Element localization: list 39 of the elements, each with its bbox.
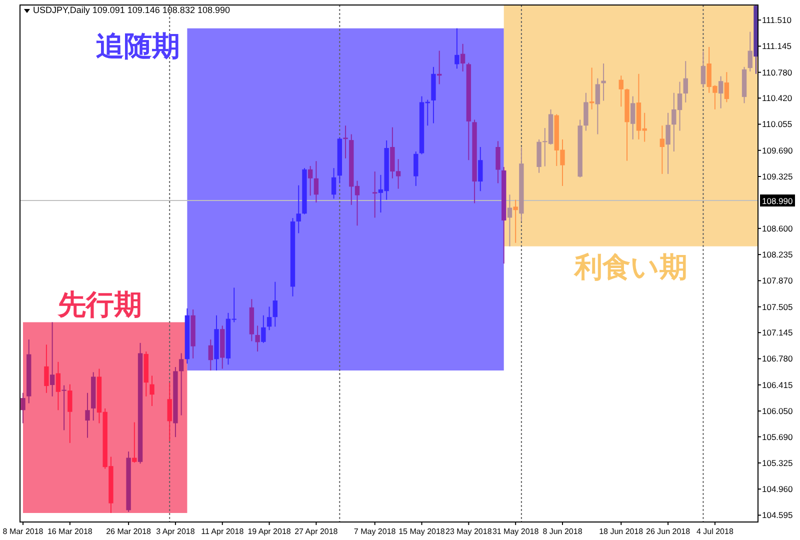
- y-tick-label: 108.235: [762, 250, 793, 260]
- ref-line-label: 108.990: [762, 196, 793, 206]
- y-tick-label: 109.690: [762, 145, 793, 156]
- x-tick-label: 26 Jun 2018: [646, 527, 691, 536]
- y-tick-label: 105.325: [762, 458, 793, 468]
- x-tick-label: 16 Mar 2018: [47, 527, 93, 536]
- x-tick-label: 18 Jun 2018: [599, 527, 644, 536]
- y-tick-label: 106.050: [762, 406, 793, 416]
- y-tick-label: 108.600: [762, 223, 793, 234]
- x-tick-label: 27 Apr 2018: [294, 527, 338, 536]
- x-tick-label: 23 May 2018: [446, 527, 492, 536]
- y-tick-label: 107.870: [762, 276, 793, 286]
- y-tick-label: 106.415: [762, 380, 793, 390]
- y-tick-label: 106.780: [762, 354, 793, 364]
- y-tick-label: 110.780: [762, 67, 792, 78]
- x-tick-label: 7 May 2018: [354, 527, 396, 536]
- y-tick-label: 111.145: [762, 41, 792, 52]
- band-label: 先行期: [57, 288, 142, 322]
- band-label: 利食い期: [573, 250, 688, 284]
- x-tick-label: 3 Apr 2018: [156, 527, 196, 536]
- chart-title: USDJPY,Daily 109.091 109.146 108.832 108.990: [33, 5, 230, 15]
- y-tick-label: 107.145: [762, 328, 793, 338]
- y-tick-label: 110.420: [762, 93, 792, 104]
- y-tick-label: 111.510: [762, 15, 792, 26]
- y-tick-label: 110.055: [762, 119, 792, 130]
- y-tick-label: 109.325: [762, 172, 793, 182]
- x-tick-label: 15 May 2018: [398, 527, 446, 536]
- y-tick-label: 104.595: [762, 510, 793, 520]
- y-tick-label: 105.690: [762, 432, 793, 442]
- x-tick-label: 8 Mar 2018: [2, 527, 44, 536]
- x-tick-label: 31 May 2018: [492, 527, 540, 536]
- x-tick-label: 8 Jun 2018: [542, 527, 583, 536]
- x-tick-label: 11 Apr 2018: [201, 527, 244, 536]
- x-tick-label: 26 Mar 2018: [106, 527, 152, 536]
- band-label: 追随期: [96, 29, 180, 62]
- x-tick-label: 4 Jul 2018: [696, 527, 734, 536]
- y-tick-label: 107.505: [762, 302, 793, 312]
- x-tick-label: 19 Apr 2018: [248, 527, 292, 536]
- y-tick-label: 104.960: [762, 484, 793, 494]
